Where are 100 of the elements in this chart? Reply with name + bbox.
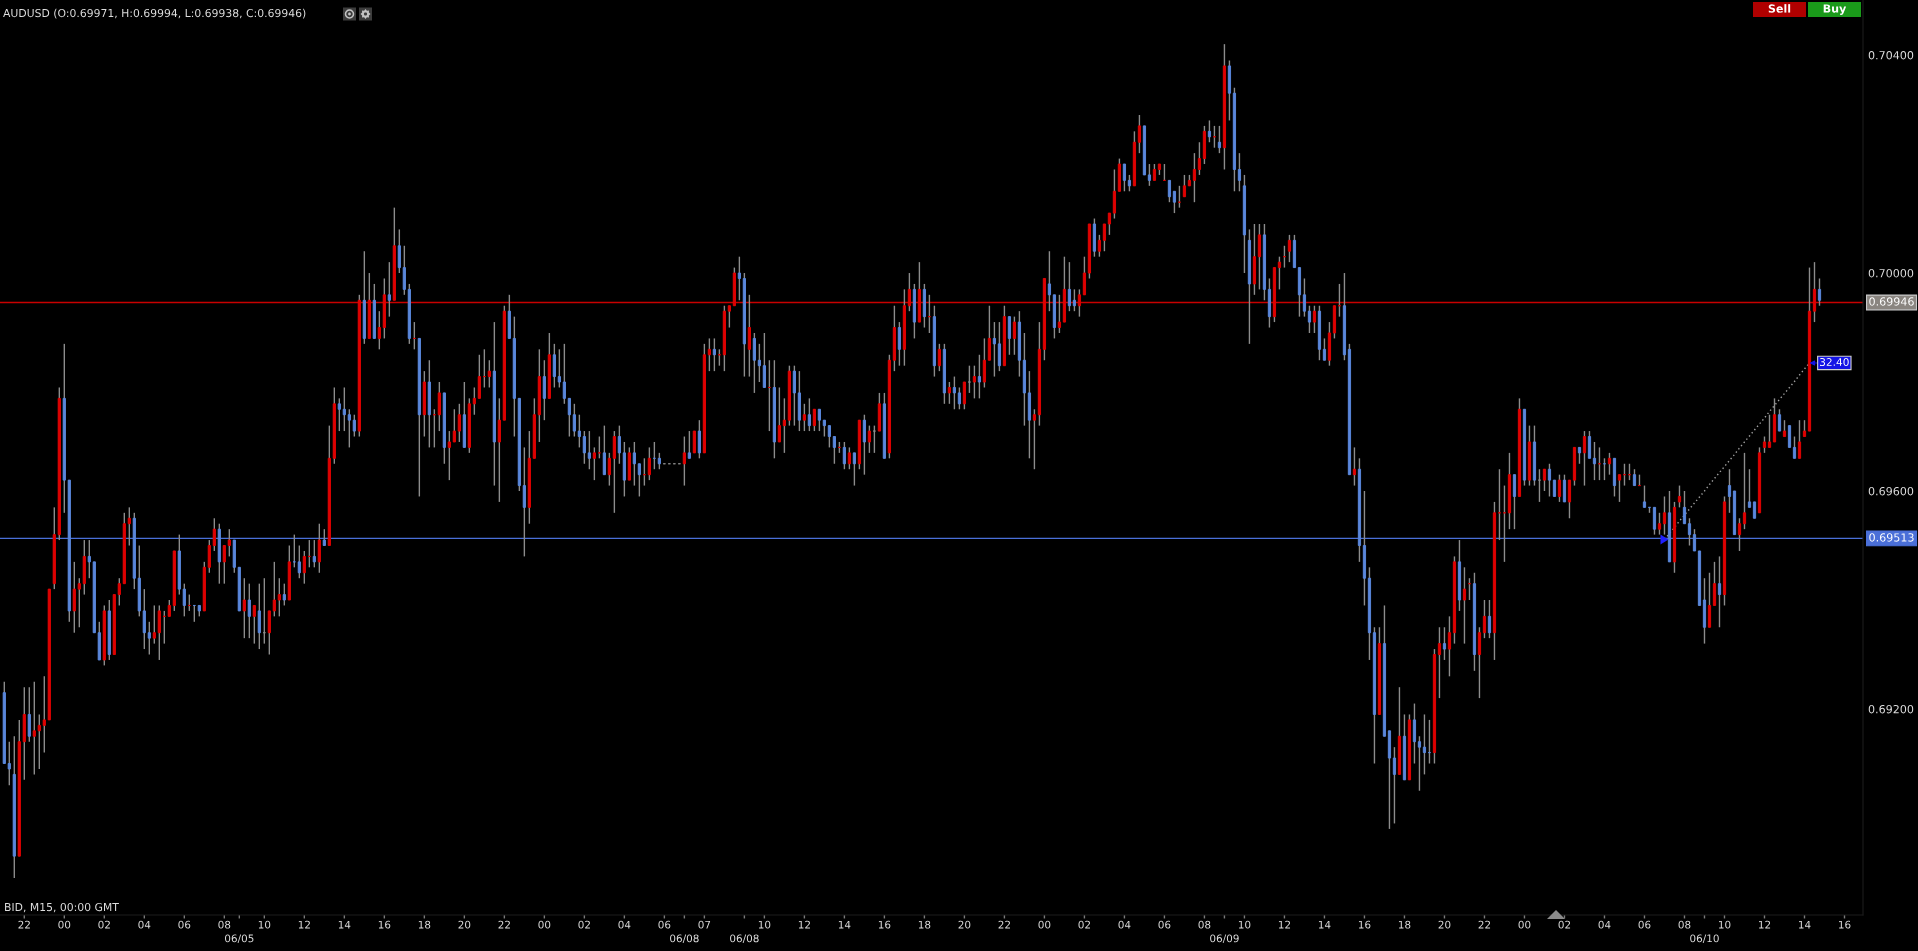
x-tick-label: 22 bbox=[498, 920, 510, 929]
candlestick bbox=[277, 577, 281, 618]
annotation: Buy bbox=[1823, 4, 1847, 15]
x-tick-label: 08 bbox=[218, 920, 231, 929]
candlestick bbox=[872, 424, 877, 454]
candlestick bbox=[247, 582, 251, 639]
candlestick bbox=[632, 441, 636, 487]
candlestick bbox=[572, 403, 576, 438]
candlestick bbox=[852, 452, 857, 487]
candlestick bbox=[37, 713, 41, 770]
candlestick bbox=[1097, 234, 1102, 258]
candlestick bbox=[1737, 517, 1742, 552]
candlestick bbox=[862, 414, 867, 476]
candlestick bbox=[267, 610, 271, 656]
x-tick-label: 02 bbox=[98, 920, 110, 929]
candlestick bbox=[607, 452, 611, 487]
candlestick bbox=[1682, 490, 1687, 525]
candlestick bbox=[1767, 414, 1772, 449]
candlestick bbox=[1617, 473, 1622, 503]
candlestick bbox=[752, 332, 756, 394]
candlestick bbox=[567, 397, 571, 438]
x-tick-label: 14 bbox=[1799, 920, 1811, 929]
candlestick bbox=[1717, 555, 1722, 628]
x-tick-label: 07 bbox=[698, 920, 711, 929]
candlestick bbox=[1277, 255, 1282, 291]
candlestick bbox=[1607, 452, 1612, 476]
candlestick bbox=[1102, 223, 1107, 252]
candlestick bbox=[982, 337, 987, 389]
x-tick-label: 14 bbox=[838, 920, 851, 929]
candlestick bbox=[947, 381, 952, 405]
x-tick-label: 22 bbox=[998, 920, 1010, 929]
candlestick bbox=[1007, 315, 1012, 356]
x-tick-label: 06 bbox=[1158, 920, 1171, 929]
candlestick bbox=[1812, 261, 1817, 323]
candlestick bbox=[1582, 430, 1587, 487]
candlestick bbox=[1012, 315, 1017, 356]
candlestick bbox=[762, 332, 766, 389]
x-tick-label: 10 bbox=[1238, 920, 1251, 929]
x-tick-label: 02 bbox=[1558, 920, 1571, 929]
candlestick bbox=[222, 544, 226, 585]
candlestick bbox=[447, 430, 451, 481]
candlestick bbox=[1462, 566, 1467, 645]
x-tick-label: 00 bbox=[1518, 920, 1531, 929]
candlestick bbox=[807, 397, 811, 432]
candlestick bbox=[937, 343, 942, 372]
candlestick bbox=[477, 354, 481, 400]
candlestick bbox=[577, 414, 581, 449]
candlestick bbox=[352, 414, 356, 438]
candlestick bbox=[792, 364, 796, 427]
candlestick bbox=[72, 561, 76, 634]
x-tick-label: 04 bbox=[1118, 920, 1131, 929]
candlestick bbox=[302, 550, 306, 585]
candlestick bbox=[1112, 168, 1117, 220]
candlestick bbox=[977, 354, 982, 400]
candlestick bbox=[437, 381, 441, 432]
x-tick-label: 20 bbox=[458, 920, 471, 929]
candlestick bbox=[282, 582, 286, 607]
candlestick bbox=[1687, 517, 1692, 547]
candlestick bbox=[1692, 528, 1697, 552]
candlestick bbox=[682, 435, 686, 487]
x-tick-label: 12 bbox=[1759, 920, 1771, 929]
candlestick bbox=[1237, 152, 1242, 192]
candlestick bbox=[997, 321, 1002, 372]
candlestick bbox=[612, 430, 616, 514]
candlestick bbox=[312, 539, 316, 569]
candlestick bbox=[897, 321, 902, 367]
candlestick bbox=[1077, 288, 1082, 318]
candlestick bbox=[1067, 261, 1072, 312]
x-tick-label: 04 bbox=[618, 920, 631, 929]
candlestick bbox=[832, 435, 836, 465]
candlestick bbox=[747, 294, 751, 378]
candlestick bbox=[1192, 152, 1197, 203]
x-tick-label: 06 bbox=[178, 920, 191, 929]
x-tick-label: 16 bbox=[1358, 920, 1371, 929]
candlestick bbox=[952, 375, 957, 410]
candlestick bbox=[847, 446, 852, 470]
candlestick bbox=[1442, 626, 1447, 661]
candlestick bbox=[147, 621, 151, 656]
candlestick bbox=[1287, 234, 1292, 263]
candlestick bbox=[1592, 441, 1597, 481]
candlestick bbox=[1797, 419, 1802, 460]
candlestick bbox=[827, 424, 831, 449]
candlestick bbox=[1422, 713, 1427, 776]
candlestick bbox=[1257, 223, 1262, 291]
candlestick bbox=[1147, 163, 1152, 187]
candlestick bbox=[1677, 484, 1682, 509]
candlestick bbox=[157, 604, 161, 661]
x-tick-label: 08 bbox=[1198, 920, 1211, 929]
candlestick bbox=[1137, 114, 1142, 154]
candlestick bbox=[117, 577, 121, 607]
candlestick bbox=[377, 310, 381, 351]
candlestick bbox=[252, 604, 256, 645]
candlestick bbox=[1787, 425, 1792, 448]
candlestick bbox=[272, 561, 276, 618]
x-tick-label: 06/08 bbox=[670, 934, 699, 944]
candlestick bbox=[1392, 746, 1397, 825]
candlestick bbox=[1587, 430, 1592, 460]
x-tick-label: 18 bbox=[1398, 920, 1411, 929]
candlestick bbox=[957, 386, 962, 410]
candlestick bbox=[1417, 735, 1422, 792]
